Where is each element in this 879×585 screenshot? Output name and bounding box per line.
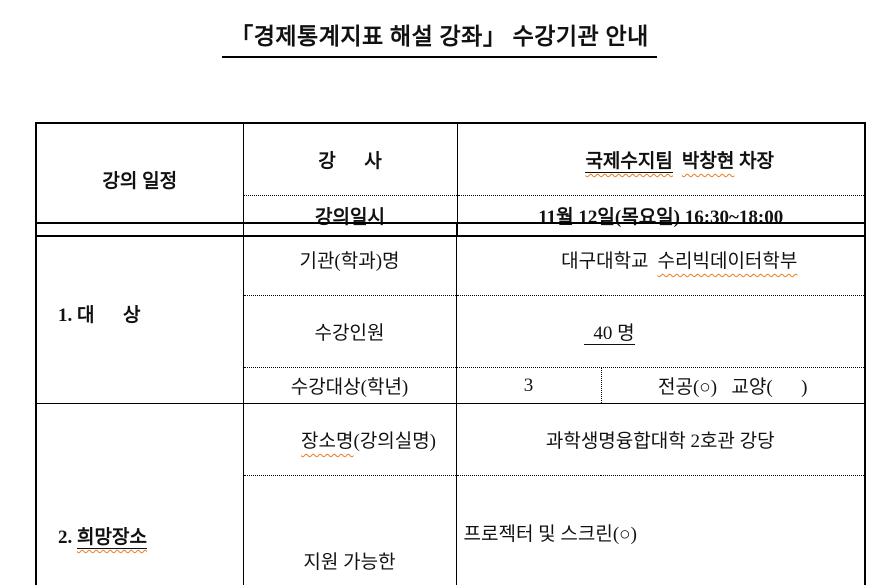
equipment-item: 프로젝터 및 스크린(○): [463, 524, 637, 545]
room-key: 장소명(강의실명): [242, 403, 457, 476]
section2-label-num: 2.: [58, 527, 77, 548]
org-value: 대구대학교 수리빅데이터학부: [455, 222, 866, 296]
section2-label: 2. 희망장소 (수강기관 내): [35, 403, 244, 585]
section2-label-underline: 희망장소: [77, 527, 147, 549]
page-title-text: 「경제통계지표 해설 강좌」 수강기관 안내: [222, 17, 657, 58]
instructor-value: 국제수지팀 박창현 차장: [456, 122, 866, 196]
org-dept: 수리빅데이터학부: [657, 251, 798, 272]
equipment-values: 프로젝터 및 스크린(○) 컴퓨터(노트북) (○) 인터넷 (○), 마이크 …: [455, 475, 866, 585]
schedule-table: 강의 일정 강 사 국제수지팀 박창현 차장 강의일시 11월 12일(목요일) …: [35, 122, 866, 237]
grade-key: 수강대상(학년): [242, 367, 457, 404]
capacity-value: 40 명: [583, 323, 635, 345]
instructor-team: 국제수지팀: [585, 151, 673, 172]
section1-label: 1. 대 상: [35, 222, 244, 404]
application-form-table: 1. 대 상 기관(학과)명 대구대학교 수리빅데이터학부 수강인원 40 명 수…: [35, 222, 866, 585]
page-title: 「경제통계지표 해설 강좌」 수강기관 안내: [0, 17, 879, 58]
room-value: 과학생명융합대학 2호관 강당: [455, 403, 866, 476]
instructor-name: 박창현: [681, 151, 735, 172]
instructor-team-underline: 국제수지팀: [585, 151, 673, 173]
room-key-wavy: 장소명: [300, 431, 354, 452]
equipment-key-line1: 지원 가능한: [303, 552, 396, 573]
capacity-value-cell: 40 명: [455, 295, 866, 368]
org-key: 기관(학과)명: [242, 222, 457, 296]
capacity-key: 수강인원: [242, 295, 457, 368]
section2-label-text: 희망장소: [77, 527, 147, 548]
grade-options: 전공(○) 교양( ): [600, 367, 866, 404]
org-prefix: 대구대학교: [561, 251, 649, 272]
instructor-key: 강 사: [242, 122, 458, 196]
grade-value: 3: [455, 367, 602, 404]
room-key-rest: (강의실명): [353, 431, 437, 452]
instructor-suffix: 차장: [734, 151, 775, 172]
section2-label-line1: 2. 희망장소: [58, 522, 242, 549]
equipment-key: 지원 가능한 기자재: [242, 475, 457, 585]
schedule-row-label: 강의 일정: [35, 122, 244, 236]
